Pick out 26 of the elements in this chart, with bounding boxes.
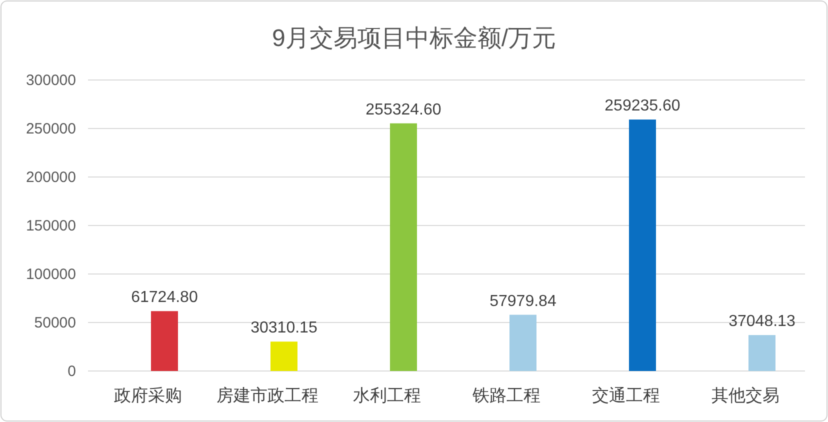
- data-label: 259235.60: [604, 98, 680, 115]
- x-tick-label: 房建市政工程: [216, 386, 318, 406]
- x-tick-label: 其他交易: [711, 386, 780, 406]
- y-tick-label: 250000: [26, 120, 76, 138]
- bar: [748, 335, 776, 371]
- x-tick-label: 交通工程: [592, 386, 660, 406]
- data-label: 30310.15: [250, 320, 318, 337]
- data-label: 255324.60: [366, 101, 442, 118]
- bar: [390, 123, 417, 371]
- data-label: 37048.13: [728, 313, 796, 330]
- bar: [509, 314, 536, 371]
- y-tick-label: 300000: [26, 72, 76, 89]
- chart-title: 9月交易项目中标金额/万元: [272, 25, 556, 52]
- y-tick-label: 50000: [34, 314, 76, 332]
- y-tick-label: 0: [68, 363, 76, 380]
- bar: [270, 342, 298, 371]
- data-label: 57979.84: [490, 292, 556, 310]
- bar: [150, 311, 178, 371]
- data-label: 61724.80: [131, 289, 198, 306]
- x-tick-label: 政府采购: [114, 386, 182, 406]
- y-tick-label: 200000: [26, 169, 76, 186]
- x-tick-label: 铁路工程: [471, 386, 540, 406]
- x-tick-label: 水利工程: [352, 386, 421, 406]
- bar: [628, 120, 656, 371]
- y-tick-label: 100000: [26, 266, 76, 283]
- y-tick-label: 150000: [26, 218, 76, 234]
